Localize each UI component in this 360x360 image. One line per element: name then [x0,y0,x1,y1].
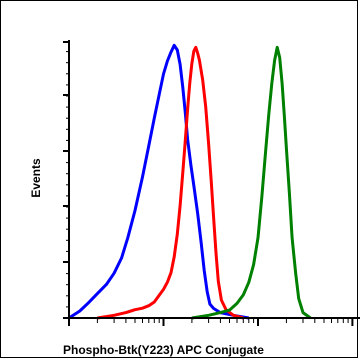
plot-series [68,43,312,320]
x-axis-title: Phospho-Btk(Y223) APC Conjugate [63,343,264,357]
histogram-series-1 [68,43,250,320]
y-axis-ticks [63,41,69,319]
histogram-series-2 [97,45,244,320]
axes [63,40,360,326]
y-axis-title: Events [29,158,43,198]
x-axis-ticks [68,318,354,326]
histogram-series-3 [191,45,312,320]
